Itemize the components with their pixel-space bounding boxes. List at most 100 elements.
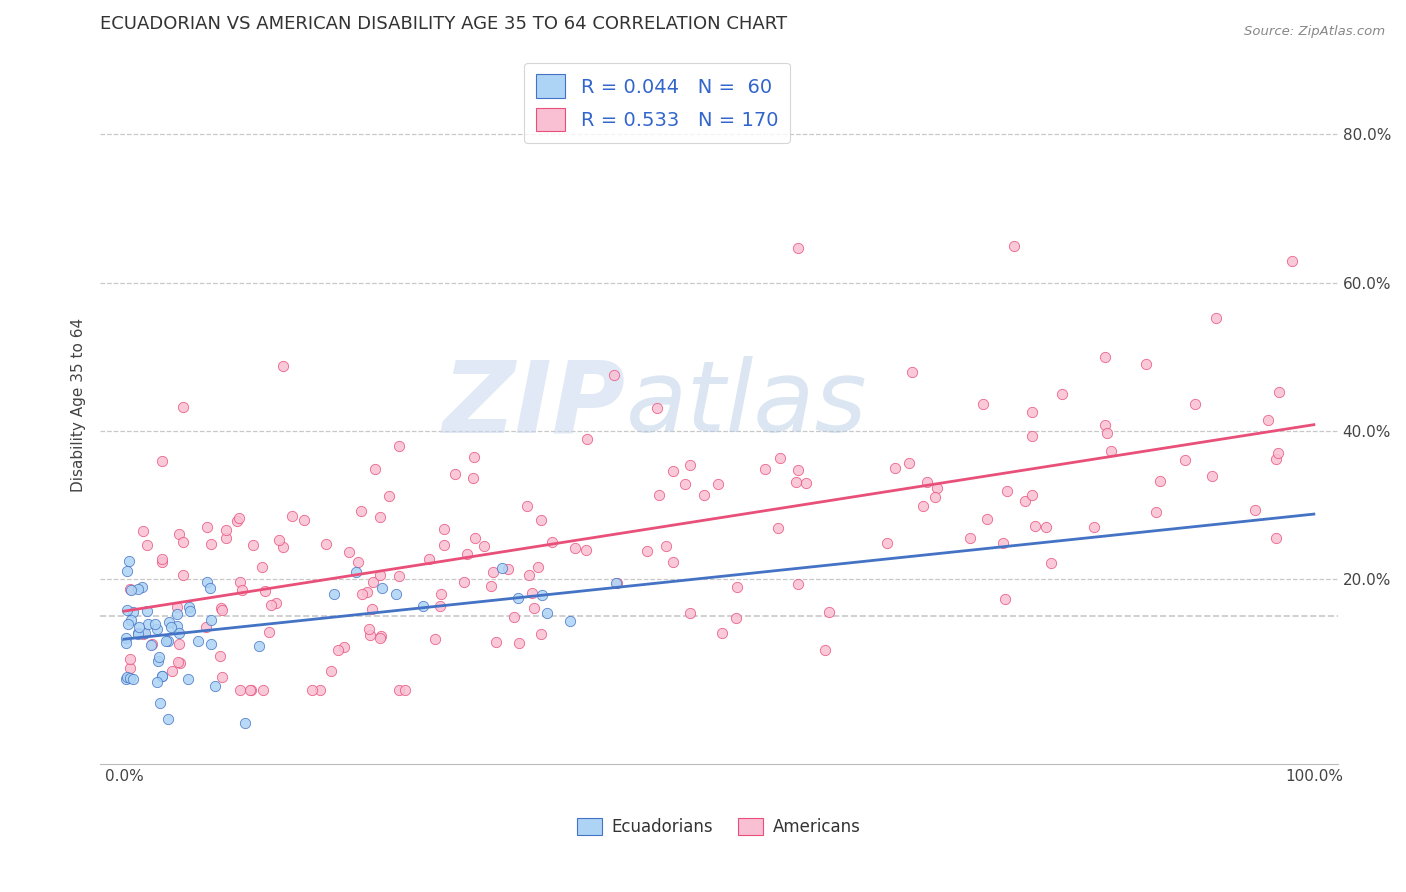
Point [1035,520,1057,534]
Point [433,537,456,551]
Point [211,603,233,617]
Point [121,672,143,686]
Point [333,640,356,655]
Point [359,628,381,642]
Point [433,522,456,536]
Point [388,682,411,697]
Point [429,599,451,614]
Point [209,600,232,615]
Point [322,587,344,601]
Point [247,639,270,653]
Point [479,579,502,593]
Point [115,636,138,650]
Point [150,669,173,683]
Point [786,576,808,591]
Point [662,556,685,570]
Point [482,566,505,580]
Point [118,652,141,666]
Point [209,649,232,664]
Point [118,660,141,674]
Point [530,627,553,641]
Point [1094,350,1116,364]
Point [204,679,226,693]
Point [679,606,702,620]
Point [361,601,384,615]
Point [194,620,217,634]
Point [132,524,155,539]
Point [994,591,1017,606]
Point [148,649,170,664]
Point [378,489,401,503]
Point [900,365,922,379]
Point [517,568,540,582]
Point [162,664,184,678]
Point [127,582,149,597]
Point [636,544,658,558]
Point [529,513,551,527]
Point [308,682,330,697]
Point [768,521,790,535]
Point [169,656,191,670]
Point [122,605,145,619]
Point [1268,384,1291,399]
Point [496,562,519,576]
Point [228,510,250,524]
Point [536,606,558,620]
Point [172,400,194,414]
Point [506,591,529,606]
Point [1257,413,1279,427]
Point [429,587,451,601]
Point [172,535,194,549]
Point [131,580,153,594]
Point [292,513,315,527]
Point [648,488,671,502]
Point [388,439,411,453]
Point [166,600,188,615]
Point [794,475,817,490]
Point [368,510,391,524]
Point [115,565,138,579]
Point [177,600,200,615]
Point [711,626,734,640]
Point [418,552,440,566]
Point [267,533,290,548]
Point [350,504,373,518]
Point [146,622,169,636]
Point [167,655,190,669]
Point [118,553,141,567]
Point [128,620,150,634]
Point [215,531,238,545]
Point [463,450,485,464]
Point [195,519,218,533]
Point [1002,239,1025,253]
Point [1094,418,1116,433]
Point [522,586,544,600]
Point [156,634,179,648]
Point [242,538,264,552]
Point [884,461,907,475]
Point [575,432,598,446]
Point [200,537,222,551]
Point [915,475,938,489]
Point [361,575,384,590]
Point [160,620,183,634]
Point [1174,452,1197,467]
Point [179,604,201,618]
Point [115,672,138,686]
Point [1021,488,1043,502]
Point [326,643,349,657]
Point [115,631,138,645]
Point [912,500,935,514]
Point [1040,556,1063,570]
Point [423,632,446,647]
Point [1083,520,1105,534]
Point [198,581,221,595]
Point [769,450,792,465]
Point [924,490,946,504]
Point [491,560,513,574]
Point [148,654,170,668]
Point [364,462,387,476]
Point [319,664,342,678]
Point [754,462,776,476]
Point [927,481,949,495]
